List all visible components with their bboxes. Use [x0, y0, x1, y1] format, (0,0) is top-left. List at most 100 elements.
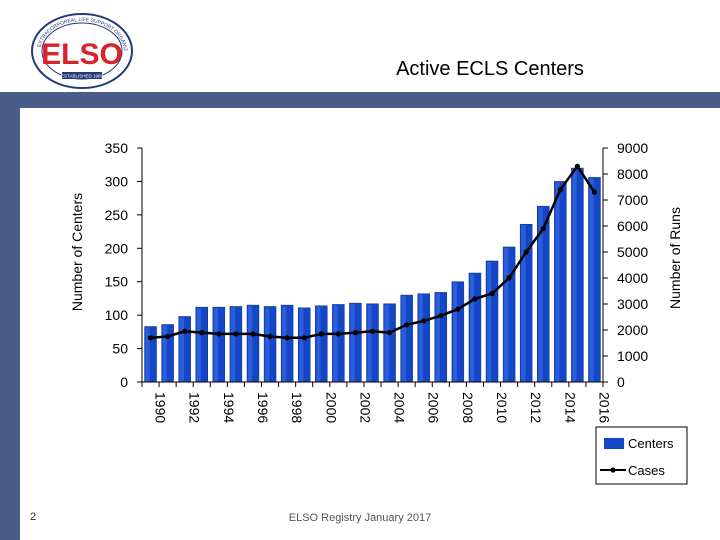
- cases-point: [557, 187, 563, 193]
- bar-highlight: [179, 317, 184, 382]
- cases-point: [404, 322, 410, 328]
- y2-tick-label: 6000: [617, 218, 648, 234]
- cases-point: [182, 328, 188, 334]
- x-tick-label: 2010: [494, 392, 510, 423]
- y2-tick-label: 5000: [617, 244, 648, 260]
- y2-tick-label: 4000: [617, 270, 648, 286]
- logo-text: ELSO: [41, 38, 123, 71]
- bar-highlight: [384, 304, 389, 382]
- cases-point: [540, 226, 546, 232]
- x-tick-label: 1990: [153, 392, 169, 423]
- x-tick-label: 2006: [426, 392, 442, 423]
- bar-highlight: [316, 306, 321, 382]
- legend-centers-label: Centers: [628, 436, 674, 451]
- y-tick-label: 350: [105, 140, 129, 156]
- cases-point: [335, 331, 341, 337]
- bar-highlight: [435, 293, 441, 382]
- y2-axis-label: Number of Runs: [667, 207, 683, 309]
- bar-highlight: [145, 327, 150, 382]
- bar-highlight: [555, 182, 560, 382]
- cases-point: [284, 335, 290, 341]
- bar-highlight: [418, 294, 423, 382]
- x-tick-label: 1994: [221, 392, 237, 423]
- x-tick-label: 1998: [289, 392, 305, 423]
- accent-band: [0, 92, 720, 108]
- bar-highlight: [504, 247, 509, 382]
- cases-point: [369, 328, 376, 334]
- bar-highlight: [487, 261, 492, 382]
- y-tick-label: 250: [105, 207, 129, 223]
- bar-highlight: [248, 306, 253, 382]
- cases-point: [438, 313, 444, 319]
- y2-tick-label: 8000: [617, 166, 648, 182]
- bar-highlight: [299, 308, 304, 382]
- cases-point: [165, 333, 171, 340]
- legend-box: [595, 426, 688, 485]
- bar-highlight: [572, 169, 577, 382]
- logo-tag: ESTABLISHED 1989: [61, 74, 103, 79]
- y-tick-label: 0: [120, 374, 128, 390]
- x-tick-label: 2012: [528, 392, 544, 423]
- bar-highlight: [521, 225, 526, 382]
- x-tick-label: 2002: [357, 392, 373, 423]
- footer-text: ELSO Registry January 2017: [288, 512, 432, 524]
- y-tick-label: 50: [112, 341, 128, 357]
- cases-point: [386, 330, 393, 336]
- y-tick-label: 150: [105, 274, 129, 290]
- cases-point: [216, 331, 222, 337]
- cases-point: [523, 249, 529, 255]
- bar-highlight: [350, 304, 355, 382]
- cases-point: [472, 296, 478, 302]
- bar-highlight: [265, 307, 270, 382]
- page-number: 2: [30, 511, 37, 523]
- legend-cases-label: Cases: [628, 463, 665, 478]
- x-tick-label: 2014: [562, 392, 578, 423]
- bar-highlight: [333, 305, 338, 382]
- cases-point: [352, 330, 359, 336]
- y-tick-label: 100: [105, 307, 129, 323]
- cases-point: [455, 306, 461, 312]
- legend-cases-marker: [610, 467, 616, 473]
- cases-point: [267, 333, 273, 340]
- cases-point: [506, 275, 512, 281]
- y-tick-label: 300: [105, 173, 129, 189]
- bar-highlight: [367, 304, 372, 382]
- bar-highlight: [230, 307, 236, 382]
- bar-highlight: [469, 274, 475, 382]
- y2-tick-label: 0: [617, 374, 625, 390]
- y2-tick-label: 7000: [617, 192, 648, 208]
- y2-tick-label: 2000: [617, 322, 648, 338]
- cases-point: [489, 291, 495, 297]
- cases-point: [301, 335, 307, 341]
- y2-tick-label: 1000: [617, 348, 648, 364]
- x-tick-label: 2000: [323, 392, 339, 423]
- bar-highlight: [213, 308, 219, 382]
- y-axis-label: Number of Centers: [69, 193, 85, 311]
- x-tick-label: 2004: [392, 392, 408, 423]
- y-tick-label: 200: [105, 240, 129, 256]
- bar-highlight: [196, 308, 201, 382]
- bar-highlight: [538, 207, 543, 382]
- cases-point: [591, 189, 598, 195]
- elso-logo: EXTRACORPOREAL LIFE SUPPORT ORGANIZATION…: [30, 12, 133, 89]
- slide-title: Active ECLS Centers: [396, 58, 584, 80]
- x-tick-label: 2008: [460, 392, 476, 423]
- x-tick-label: 1992: [187, 392, 203, 423]
- cases-point: [233, 331, 239, 337]
- cases-point: [421, 318, 427, 324]
- bar-highlight: [282, 306, 287, 382]
- cases-point: [318, 331, 324, 337]
- cases-point: [199, 330, 205, 336]
- bar-highlight: [162, 325, 167, 382]
- legend-centers-swatch: [604, 438, 624, 449]
- x-tick-label: 1996: [255, 392, 271, 423]
- cases-point: [147, 335, 154, 341]
- bar-highlight: [452, 282, 458, 382]
- bar-highlight: [401, 296, 406, 382]
- left-accent-bar: [0, 108, 20, 540]
- cases-point: [574, 163, 580, 169]
- y2-tick-label: 9000: [617, 140, 648, 156]
- bar-highlight: [589, 178, 594, 382]
- x-tick-label: 2016: [596, 392, 612, 423]
